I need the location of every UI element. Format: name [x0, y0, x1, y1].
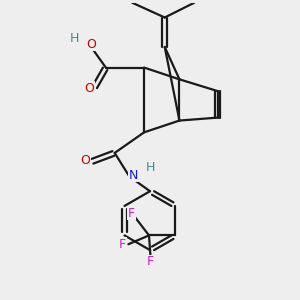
Text: H: H: [145, 161, 155, 174]
Text: F: F: [119, 238, 126, 251]
Text: F: F: [147, 255, 154, 268]
Text: O: O: [86, 38, 96, 50]
Text: H: H: [70, 32, 80, 45]
Text: O: O: [80, 154, 90, 167]
Text: F: F: [128, 207, 135, 220]
Text: O: O: [85, 82, 94, 95]
Text: N: N: [129, 169, 139, 182]
